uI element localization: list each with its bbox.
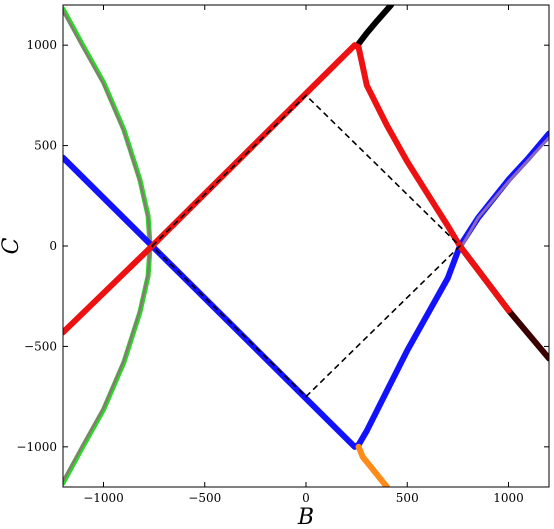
series-orange-line bbox=[355, 443, 390, 487]
y-axis-label: C bbox=[0, 237, 24, 254]
y-tick-label: 500 bbox=[34, 139, 57, 153]
y-tick-label: −500 bbox=[24, 339, 57, 353]
series-purple-line bbox=[460, 136, 549, 248]
x-tick-label: 500 bbox=[396, 491, 419, 505]
x-axis-label: B bbox=[297, 505, 314, 529]
series-gray-line bbox=[63, 9, 152, 483]
series-green-line bbox=[63, 6, 153, 486]
series-black-line bbox=[354, 5, 395, 49]
x-tick-label: −1000 bbox=[83, 491, 124, 505]
plot-frame bbox=[62, 4, 550, 488]
x-tick-label: 0 bbox=[302, 491, 310, 505]
y-tick-label: −1000 bbox=[16, 440, 57, 454]
dashed-diamond bbox=[150, 94, 462, 398]
x-tick-label: −500 bbox=[188, 491, 221, 505]
y-tick-label: 0 bbox=[49, 239, 57, 253]
series-blue-line bbox=[63, 130, 549, 450]
x-tick-label: 1000 bbox=[493, 491, 524, 505]
series-red-line bbox=[63, 42, 512, 336]
plot-area bbox=[63, 5, 549, 487]
axis-ticks: −1000 −500 0 500 1000 −1000 −500 0 500 1000 bbox=[16, 5, 549, 505]
y-tick-label: 1000 bbox=[26, 38, 57, 52]
